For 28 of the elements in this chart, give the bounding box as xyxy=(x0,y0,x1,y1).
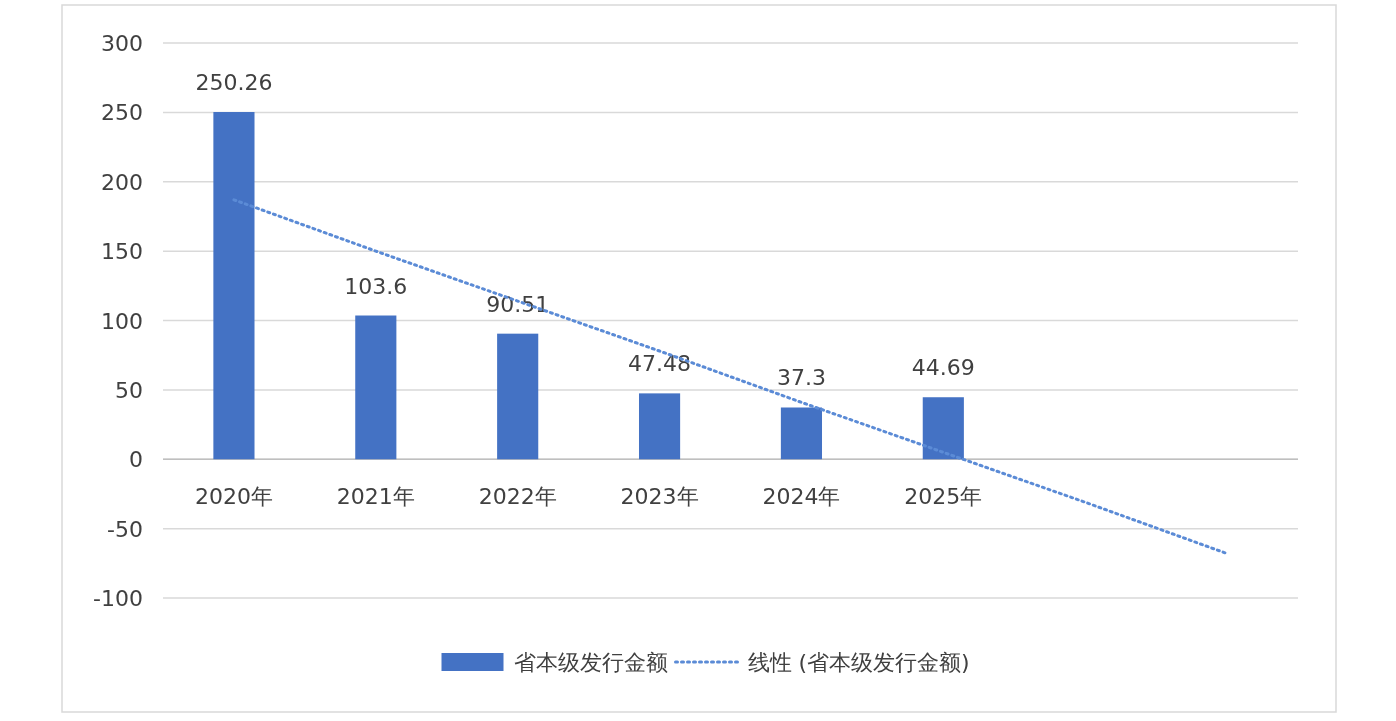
bar xyxy=(780,407,823,460)
x-tick-label: 2025年 xyxy=(904,484,983,510)
y-tick-label: 50 xyxy=(115,377,143,403)
data-label: 37.3 xyxy=(776,365,826,391)
x-tick-label: 2020年 xyxy=(194,484,273,510)
data-label: 250.26 xyxy=(195,70,273,96)
data-label: 103.6 xyxy=(344,273,408,299)
bar xyxy=(922,397,964,460)
bar xyxy=(355,315,397,460)
y-tick-label: 150 xyxy=(101,239,143,265)
y-tick-label: -100 xyxy=(93,586,143,611)
x-tick-label: 2024年 xyxy=(762,484,841,510)
data-label: 47.48 xyxy=(628,351,692,377)
y-tick-label: 100 xyxy=(101,308,143,334)
legend-label: 省本级发行金额 xyxy=(513,650,668,675)
data-label: 44.69 xyxy=(911,355,975,381)
y-tick-label: 300 xyxy=(101,31,143,56)
bar xyxy=(213,112,255,460)
bar xyxy=(497,333,539,460)
y-tick-label: 250 xyxy=(101,100,143,126)
x-tick-label: 2023年 xyxy=(620,484,699,510)
x-tick-label: 2021年 xyxy=(336,484,415,510)
y-tick-label: -50 xyxy=(107,516,143,542)
legend-label: 线性 (省本级发行金额) xyxy=(747,650,970,675)
y-tick-label: 0 xyxy=(129,447,143,473)
bar xyxy=(638,393,681,460)
x-tick-label: 2022年 xyxy=(478,484,557,510)
y-tick-label: 200 xyxy=(101,169,143,195)
